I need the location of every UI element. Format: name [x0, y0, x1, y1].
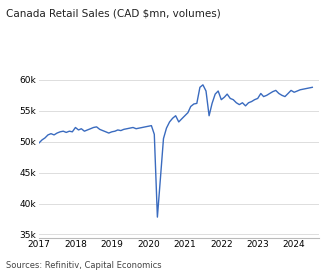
Text: Sources: Refinitiv, Capital Economics: Sources: Refinitiv, Capital Economics: [6, 261, 162, 270]
Text: Canada Retail Sales (CAD $mn, volumes): Canada Retail Sales (CAD $mn, volumes): [6, 8, 221, 18]
